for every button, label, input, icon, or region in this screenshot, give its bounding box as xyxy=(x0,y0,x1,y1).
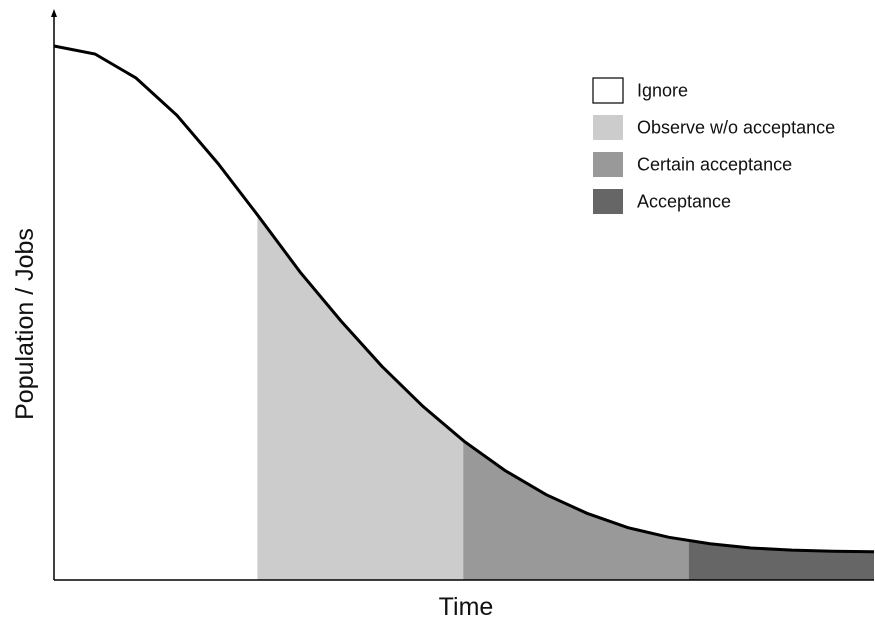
region-1 xyxy=(257,214,464,580)
legend-label: Ignore xyxy=(637,81,688,101)
legend-swatch xyxy=(593,152,623,177)
legend-label: Acceptance xyxy=(637,192,731,212)
y-axis-arrow xyxy=(51,9,57,17)
legend: Ignore Observe w/o acceptance Certain acce… xyxy=(592,77,835,214)
x-axis-label: Time xyxy=(439,593,494,618)
decline-curve xyxy=(53,44,875,554)
shaded-regions xyxy=(257,214,874,580)
legend-label: Observe w/o acceptance xyxy=(637,118,835,138)
legend-swatch xyxy=(593,115,623,140)
legend-swatch xyxy=(592,77,624,104)
legend-label: Certain acceptance xyxy=(637,155,792,175)
legend-swatch xyxy=(593,189,623,214)
y-axis-label: Population / Jobs xyxy=(11,228,39,420)
region-3 xyxy=(688,540,874,580)
region-2 xyxy=(463,440,689,580)
